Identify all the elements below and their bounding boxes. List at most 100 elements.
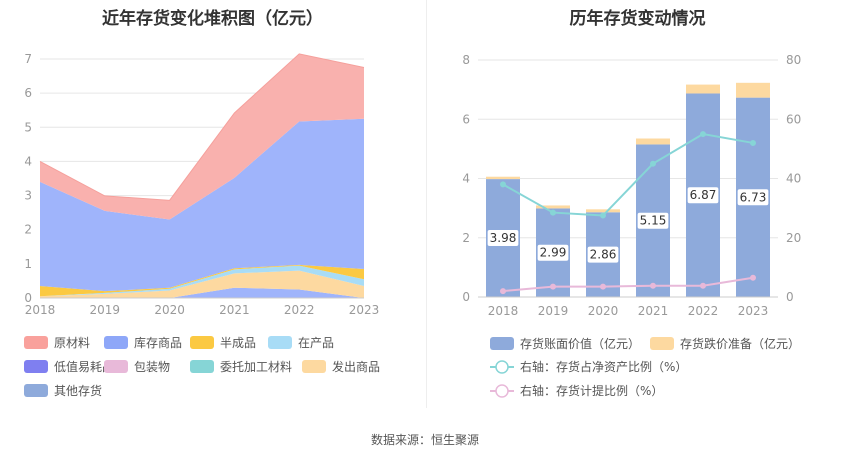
y-tick-label: 6 (24, 86, 32, 100)
area-半成品 (40, 264, 364, 297)
y-tick-label: 1 (24, 257, 32, 271)
y2-tick-label: 0 (786, 290, 794, 304)
legend-swatch (104, 360, 128, 373)
legend-label: 包装物 (134, 360, 170, 374)
total-outline (39, 53, 365, 201)
area-库存商品 (40, 118, 364, 292)
bar-data-label: 3.98 (490, 231, 517, 245)
bar-label-bg (487, 230, 519, 247)
bar-label-bg (587, 246, 619, 263)
y-tick-label: 5 (24, 120, 32, 134)
y-tick-label: 4 (24, 154, 32, 168)
y2-tick-label: 60 (786, 112, 801, 126)
line-point (750, 139, 756, 146)
legend-label: 存货跌价准备（亿元） (680, 336, 800, 351)
legend-swatch (104, 336, 128, 349)
x-tick-label: 2018 (488, 304, 519, 318)
left-chart-title: 近年存货变化堆积图（亿元） (102, 9, 323, 29)
legend-label: 半成品 (220, 336, 256, 350)
legend-swatch (268, 336, 292, 349)
bar-data-label: 5.15 (640, 214, 667, 228)
legend-label: 存货账面价值（亿元） (520, 336, 640, 351)
legend-marker (495, 384, 509, 398)
bar-provision (586, 209, 620, 213)
data-source-note: 数据来源：恒生聚源 (370, 433, 479, 447)
line-point (500, 288, 506, 295)
legend-label: 低值易耗品 (54, 359, 114, 374)
line-series (502, 276, 754, 293)
y-tick-label: 3 (24, 189, 32, 203)
legend-swatch (24, 336, 48, 349)
y-tick-label: 2 (462, 231, 470, 245)
line-point (650, 282, 656, 289)
bar-label-bg (637, 212, 669, 229)
legend-label: 发出商品 (332, 359, 380, 374)
bar-data-label: 2.86 (590, 248, 617, 262)
line-point (650, 160, 656, 167)
legend-label: 原材料 (54, 336, 90, 350)
y-tick-label: 6 (462, 112, 470, 126)
bar-data-label: 2.99 (540, 246, 567, 260)
line-point (500, 181, 506, 188)
x-tick-label: 2022 (284, 303, 315, 317)
bar-data-label: 6.87 (690, 188, 717, 202)
y2-tick-label: 20 (786, 231, 801, 245)
line-point (700, 282, 706, 289)
x-tick-label: 2020 (588, 304, 619, 318)
chart-divider (426, 0, 427, 408)
legend-swatch (490, 337, 514, 350)
right-chart-title: 历年存货变动情况 (569, 9, 706, 29)
bar-provision (636, 138, 670, 145)
x-tick-label: 2021 (638, 304, 669, 318)
y2-tick-label: 80 (786, 53, 801, 67)
y-tick-label: 8 (462, 53, 470, 67)
area-发出商品 (40, 270, 364, 298)
y2-tick-label: 40 (786, 172, 801, 186)
legend-swatch (190, 360, 214, 373)
legend-label: 在产品 (298, 336, 334, 350)
legend-swatch (190, 336, 214, 349)
stacked-area-chart: 0 1 2 3 4 5 6 7 2018 2019 2020 2021 2022 2023 原材料 库存商品 半… (24, 52, 380, 398)
legend-swatch (302, 360, 326, 373)
x-tick-label: 2022 (688, 304, 719, 318)
y-tick-label: 4 (462, 172, 470, 186)
bar-provision (736, 82, 770, 98)
bar-label-bg (737, 189, 769, 206)
bar-label-bg (537, 244, 569, 261)
legend-label: 右轴：存货计提比例（%） (520, 383, 663, 398)
bar-data-label: 6.73 (740, 190, 767, 204)
line-point (550, 209, 556, 216)
legend-label: 委托加工材料 (220, 360, 292, 374)
x-tick-label: 2021 (219, 303, 250, 317)
legend-label: 其他存货 (54, 383, 102, 398)
x-tick-label: 2023 (738, 304, 769, 318)
x-tick-label: 2019 (90, 303, 121, 317)
y-tick-label: 2 (24, 223, 32, 237)
y-tick-label: 0 (24, 291, 32, 305)
legend-label: 右轴：存货占净资产比例（%） (520, 359, 687, 374)
x-tick-label: 2018 (25, 303, 56, 317)
bar-provision (536, 205, 570, 209)
legend-marker (495, 360, 509, 374)
line-point (700, 131, 706, 138)
line-series (502, 133, 754, 217)
line-point (550, 283, 556, 290)
legend-swatch (24, 360, 48, 373)
x-tick-label: 2020 (154, 303, 185, 317)
legend-swatch (24, 384, 48, 397)
bar-provision (686, 84, 720, 94)
line-point (600, 283, 606, 290)
bar-provision (486, 176, 520, 180)
line-point (750, 274, 756, 281)
line-point (600, 212, 606, 219)
y-tick-label: 7 (24, 52, 32, 66)
area-在产品 (40, 265, 364, 297)
bar-label-bg (687, 187, 719, 204)
x-tick-label: 2023 (349, 303, 380, 317)
legend-label: 库存商品 (134, 335, 182, 350)
area-原材料 (40, 53, 364, 220)
x-tick-label: 2019 (538, 304, 569, 318)
y-tick-label: 0 (462, 290, 470, 304)
legend-swatch (650, 337, 674, 350)
